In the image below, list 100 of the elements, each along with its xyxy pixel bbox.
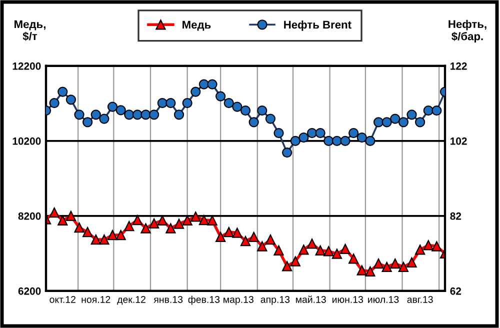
- point: [207, 79, 218, 90]
- point: [373, 117, 384, 128]
- point: [282, 261, 292, 272]
- point: [348, 128, 359, 138]
- point: [406, 110, 417, 120]
- point: [182, 98, 192, 108]
- point: [290, 136, 300, 146]
- point: [82, 117, 93, 128]
- point: [232, 102, 242, 112]
- x-tick-label: дек.12: [117, 296, 146, 305]
- point: [66, 94, 76, 105]
- y-tick-label: 6200: [18, 287, 41, 295]
- point: [182, 215, 192, 226]
- point: [348, 254, 359, 264]
- x-tick-label: фев.13: [188, 296, 220, 305]
- point: [107, 230, 118, 240]
- point: [356, 132, 367, 143]
- y2-axis-title: Нефть, $/бар.: [448, 20, 486, 42]
- x-tick-label: янв.13: [154, 296, 183, 303]
- point: [423, 105, 434, 116]
- point: [240, 236, 251, 246]
- point: [406, 257, 417, 268]
- point: [148, 218, 160, 228]
- point: [356, 265, 367, 276]
- point: [215, 91, 226, 102]
- y-axis-title: Медь, $/т: [14, 20, 46, 41]
- point: [298, 244, 309, 255]
- point: [157, 98, 168, 108]
- x-tick-label: июл.13: [368, 296, 399, 303]
- point: [140, 110, 151, 120]
- x-tick-label: июн.13: [332, 296, 363, 303]
- point: [365, 136, 376, 146]
- y-tick-label: 8200: [18, 212, 41, 220]
- point: [198, 214, 210, 226]
- point: [198, 79, 210, 90]
- point: [332, 248, 342, 259]
- x-tick-label: авг.13: [407, 296, 433, 303]
- point: [306, 238, 318, 249]
- point: [373, 258, 384, 269]
- point: [74, 110, 84, 120]
- point: [340, 244, 350, 254]
- point: [432, 241, 442, 252]
- point: [148, 110, 160, 120]
- point: [215, 232, 226, 242]
- point: [190, 86, 201, 97]
- point: [107, 102, 118, 112]
- point: [232, 228, 242, 238]
- point: [382, 117, 392, 128]
- point: [432, 105, 442, 116]
- point: [166, 98, 176, 108]
- point: [382, 262, 392, 272]
- point: [99, 234, 110, 245]
- x-tick-label: мар.13: [224, 296, 254, 305]
- point: [324, 136, 334, 146]
- point: [414, 117, 426, 128]
- x-tick-label: май.13: [296, 296, 326, 303]
- point: [224, 98, 234, 108]
- point: [248, 117, 259, 128]
- x-tick-label: апр.13: [260, 296, 290, 305]
- point: [265, 114, 276, 124]
- point: [390, 114, 400, 124]
- point: [315, 245, 326, 256]
- point: [140, 223, 151, 234]
- point: [423, 240, 434, 250]
- point: [240, 105, 251, 116]
- point: [390, 258, 400, 269]
- point: [274, 128, 284, 138]
- point: [82, 226, 93, 238]
- point: [58, 86, 68, 97]
- point: [224, 226, 234, 238]
- legend-label: Медь: [182, 20, 211, 31]
- point: [282, 147, 292, 158]
- point: [398, 117, 409, 128]
- point: [90, 110, 101, 120]
- point: [174, 218, 184, 229]
- point: [365, 266, 376, 277]
- point: [290, 256, 300, 266]
- point: [248, 232, 259, 242]
- point: [74, 222, 84, 233]
- point: [257, 241, 268, 252]
- point: [58, 215, 68, 226]
- point: [124, 220, 134, 232]
- x-tick-label: окт.12: [50, 296, 76, 303]
- point: [340, 136, 350, 146]
- point: [306, 128, 318, 138]
- point: [90, 234, 101, 245]
- point: [99, 114, 110, 124]
- point: [157, 215, 168, 226]
- point: [116, 230, 126, 240]
- point: [174, 110, 184, 120]
- point: [332, 136, 342, 146]
- point: [49, 207, 60, 218]
- point: [257, 105, 268, 116]
- point: [132, 110, 143, 120]
- point: [190, 212, 201, 222]
- point: [315, 128, 326, 138]
- point: [298, 132, 309, 143]
- point: [124, 110, 134, 120]
- y-tick-label: 10200: [12, 137, 41, 145]
- y2-tick-label: 122: [450, 62, 467, 70]
